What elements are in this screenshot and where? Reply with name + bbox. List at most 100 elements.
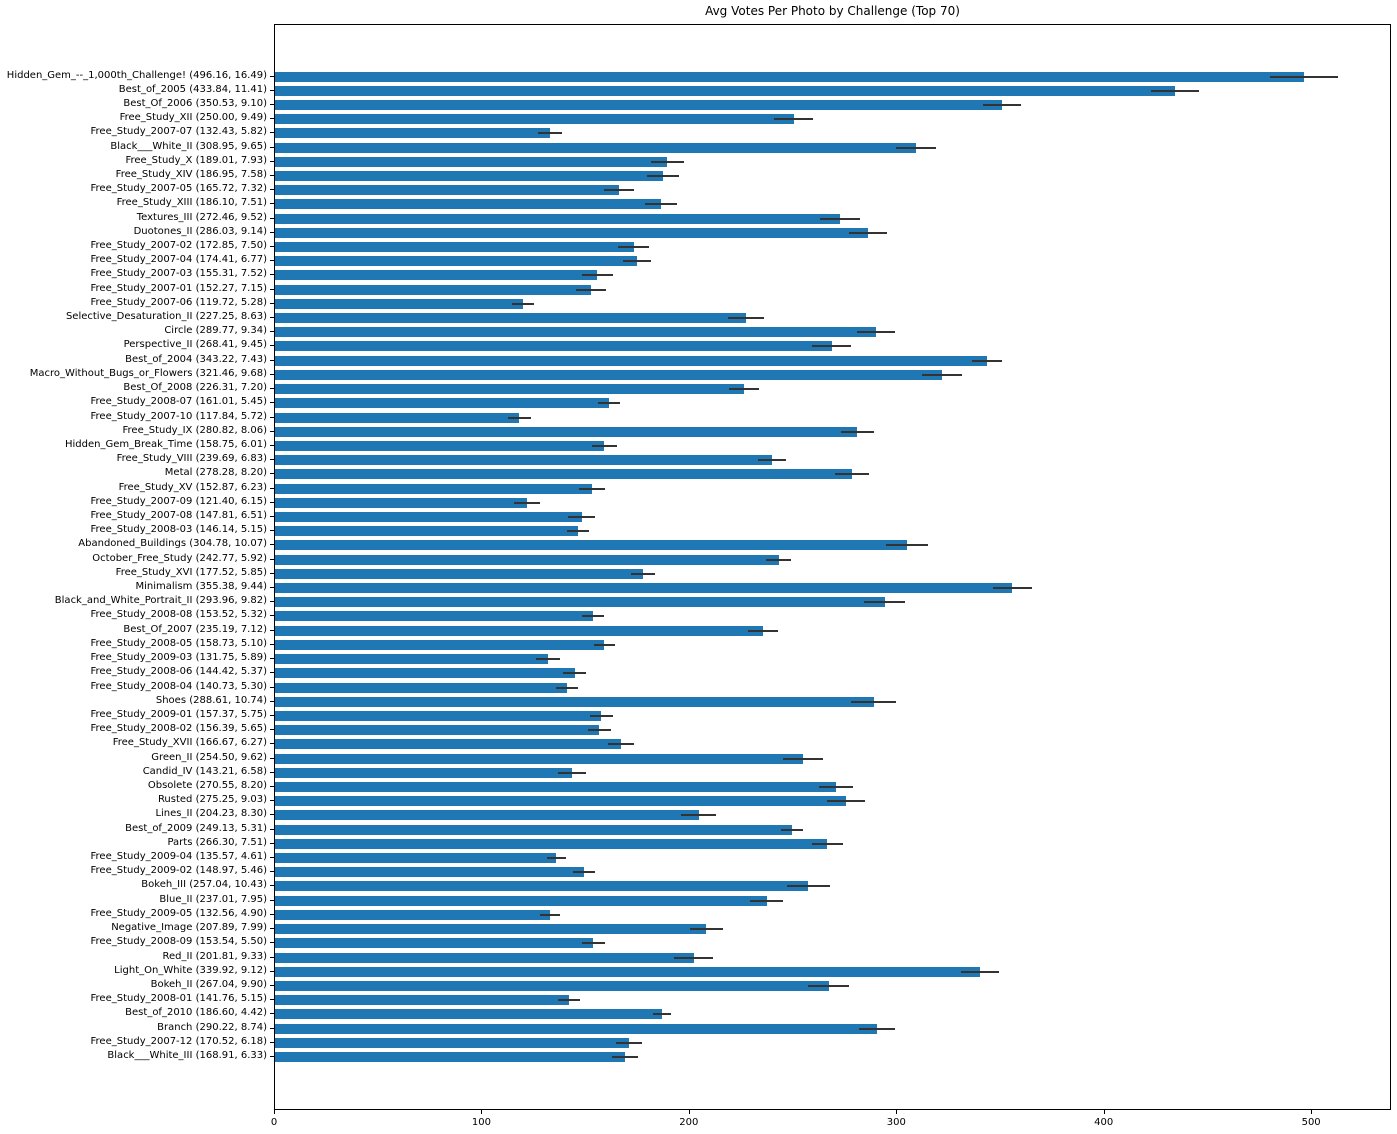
bar [275, 497, 527, 508]
y-tick-mark [270, 885, 274, 887]
y-tick-mark [270, 615, 274, 617]
error-bar [729, 388, 760, 391]
y-tick-mark [270, 274, 274, 276]
error-bar [652, 1013, 672, 1016]
bar-label: Free_Study_2008-02 (156.39, 5.65) [90, 723, 267, 735]
y-tick-mark [270, 359, 274, 361]
y-tick-mark [270, 828, 274, 830]
error-bar [558, 771, 586, 774]
chart-title: Avg Votes Per Photo by Challenge (Top 70… [705, 4, 960, 18]
error-bar [615, 1041, 642, 1044]
y-tick-mark [270, 672, 274, 674]
bar [275, 668, 575, 679]
bar-label: Free_Study_2009-04 (135.57, 4.61) [90, 851, 267, 863]
error-bar [728, 317, 765, 320]
error-bar [536, 658, 561, 661]
y-tick-mark [270, 913, 274, 915]
error-bar [589, 714, 614, 717]
y-tick-mark [270, 643, 274, 645]
bar-label: Free_Study_2007-05 (165.72, 7.32) [90, 183, 267, 195]
y-tick-mark [270, 1041, 274, 1043]
error-bar [591, 444, 617, 447]
bar-label: Free_Study_2007-06 (119.72, 5.28) [90, 296, 267, 308]
bar-label: Light_On_White (339.92, 9.12) [114, 964, 267, 976]
bar-label: Free_Study_2007-10 (117.84, 5.72) [90, 410, 267, 422]
bar-label: Best_Of_2007 (235.19, 7.12) [123, 623, 267, 635]
bar-label: Free_Study_2008-01 (141.76, 5.15) [90, 993, 267, 1005]
bar-label: Obsolete (270.55, 8.20) [147, 780, 267, 791]
error-bar [582, 615, 605, 618]
bar-label: Free_Study_2007-08 (147.81, 6.51) [90, 510, 267, 521]
error-bar [766, 558, 791, 561]
bar [275, 739, 621, 750]
bar-label: Free_Study_2008-09 (153.54, 5.50) [90, 936, 267, 948]
error-bar [617, 246, 650, 249]
bar-label: Hidden_Gem_Break_Time (158.75, 6.01) [64, 438, 267, 450]
y-tick-mark [270, 587, 274, 589]
bar [275, 483, 593, 494]
bar-label: Textures_III (272.46, 9.52) [136, 211, 267, 223]
error-bar [546, 857, 566, 860]
error-bar [622, 260, 651, 263]
bar [275, 512, 582, 522]
error-bar [597, 402, 621, 405]
error-bar [579, 487, 606, 490]
bar [275, 270, 598, 281]
error-bar [808, 984, 850, 987]
y-tick-mark [270, 899, 274, 901]
y-tick-mark [270, 786, 274, 787]
bar [275, 128, 550, 139]
x-tick-mark [274, 1110, 275, 1114]
y-tick-mark [270, 288, 274, 290]
y-tick-mark [270, 402, 274, 404]
bar-label: Bokeh_II (267.04, 9.90) [150, 978, 267, 990]
error-bar [539, 913, 561, 916]
x-tick-label: 200 [679, 1117, 699, 1128]
error-bar [961, 970, 999, 973]
y-tick-mark [270, 345, 274, 347]
error-bar [647, 174, 679, 177]
bar-label: Black_and_White_Portrait_II (293.96, 9.8… [54, 595, 267, 607]
bar [275, 99, 1003, 110]
y-tick-mark [270, 75, 274, 77]
bar [275, 654, 549, 665]
bar-label: Free_Study_XV (152.87, 6.23) [118, 481, 267, 493]
bar [275, 199, 662, 210]
error-bar [992, 587, 1032, 590]
bar [275, 796, 846, 807]
x-tick-label: 300 [886, 1117, 906, 1128]
x-tick-label: 500 [1301, 1117, 1321, 1128]
error-bar [886, 544, 929, 547]
bar [275, 597, 885, 608]
y-tick-mark [270, 601, 274, 603]
error-bar [750, 899, 784, 902]
y-tick-mark [270, 487, 274, 489]
bar [275, 426, 858, 437]
y-tick-mark [270, 984, 274, 986]
error-bar [603, 189, 634, 192]
error-bar [858, 1027, 896, 1030]
bar [275, 341, 832, 352]
error-bar [827, 800, 865, 803]
bar [275, 767, 573, 778]
bar-label: Free_Study_2008-04 (140.73, 5.30) [90, 680, 267, 692]
error-bar [921, 373, 962, 376]
bar [275, 853, 557, 864]
y-tick-mark [270, 842, 274, 844]
bar [275, 625, 763, 636]
bar [275, 369, 942, 380]
bar [275, 554, 779, 565]
y-tick-mark [270, 146, 274, 148]
bar-label: Free_Study_2007-04 (174.41, 6.77) [90, 254, 267, 266]
plot-area [274, 24, 1391, 1110]
x-tick-mark [1103, 1110, 1105, 1114]
y-tick-mark [270, 558, 274, 560]
bar [275, 156, 668, 167]
bar [275, 540, 908, 551]
error-bar [819, 786, 854, 788]
error-bar [567, 530, 589, 533]
bar [275, 526, 579, 537]
y-tick-mark [270, 118, 274, 120]
bar-label: Selective_Desaturation_II (227.25, 8.63) [65, 311, 267, 323]
